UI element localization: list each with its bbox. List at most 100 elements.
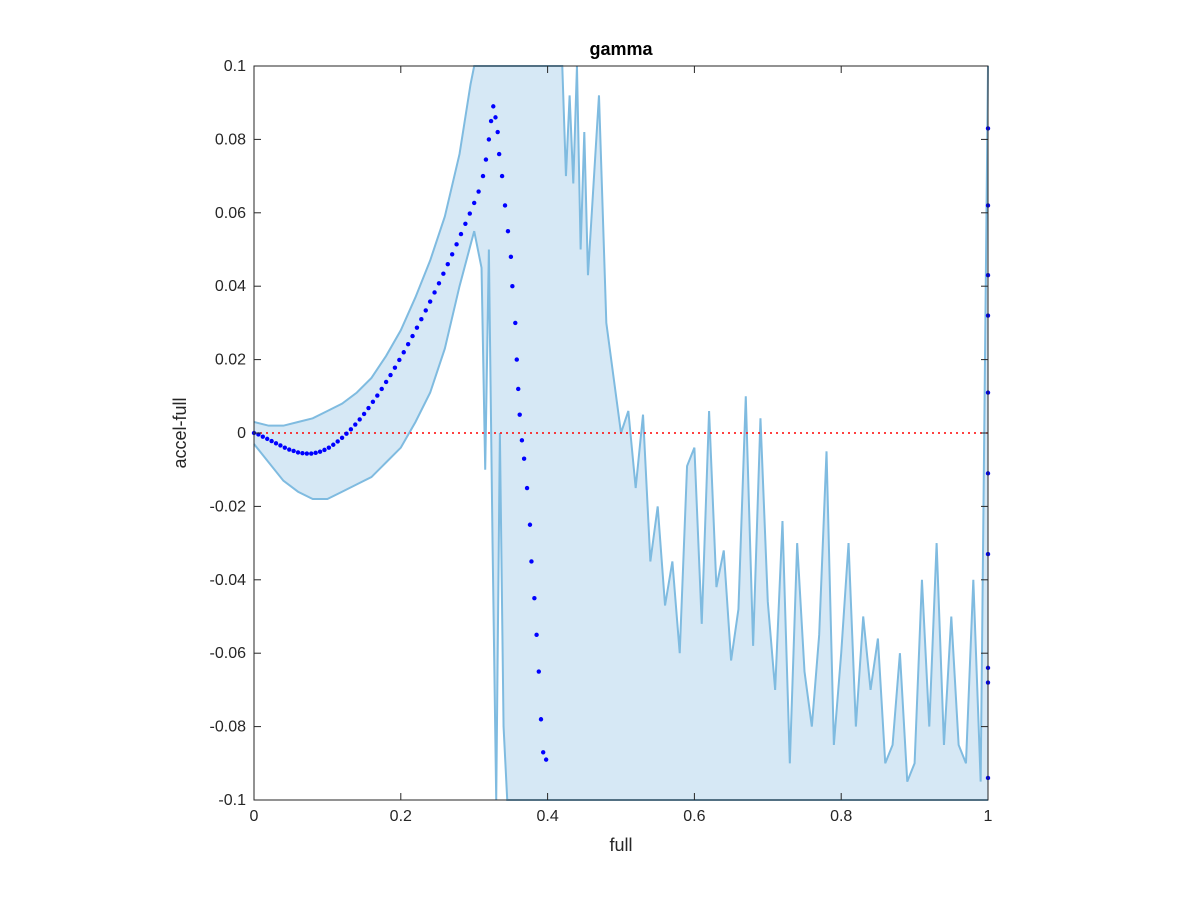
data-point (532, 595, 537, 601)
data-point (339, 435, 345, 440)
data-point (536, 669, 541, 674)
data-point (291, 448, 296, 454)
data-point (361, 411, 367, 417)
data-point (445, 261, 450, 267)
data-point (495, 129, 500, 135)
data-point (414, 325, 420, 330)
data-point (427, 299, 433, 304)
data-point (269, 438, 274, 444)
data-point (543, 757, 549, 762)
data-point (540, 750, 546, 755)
x-tick-label: 0.2 (390, 808, 412, 825)
data-point (331, 442, 336, 447)
y-tick-label: 0.08 (215, 131, 246, 148)
y-tick-label: 0.02 (215, 352, 246, 369)
data-point (353, 422, 358, 427)
y-tick-label: -0.06 (210, 645, 247, 662)
data-point (392, 365, 398, 370)
x-tick-label: 0.4 (536, 808, 558, 825)
data-point (441, 271, 446, 276)
data-point (265, 436, 270, 442)
data-point (313, 450, 318, 456)
data-point (476, 189, 481, 194)
data-point (432, 290, 437, 295)
data-point (534, 632, 539, 638)
data-point (309, 451, 314, 456)
y-tick-label: 0 (237, 425, 246, 442)
data-point (388, 372, 393, 378)
x-tick-label: 0 (250, 808, 259, 825)
x-tick-label: 0.6 (683, 808, 705, 825)
x-axis-label: full (609, 835, 632, 855)
data-point (397, 357, 402, 363)
data-point (282, 445, 288, 450)
data-point (538, 717, 544, 722)
data-point (463, 221, 468, 227)
data-point (278, 443, 283, 448)
data-point (527, 522, 533, 527)
data-point (454, 242, 459, 247)
x-axis: 0 0.2 0.4 0.6 0.8 1 (250, 66, 993, 825)
data-point (423, 308, 428, 313)
data-point (322, 447, 327, 453)
data-point (496, 151, 502, 157)
data-point (317, 449, 323, 454)
x-tick-label: 1 (984, 808, 993, 825)
data-point (295, 450, 301, 455)
band-upper-line (253, 65, 989, 783)
data-point (472, 200, 477, 206)
band-lower-line (253, 230, 988, 801)
data-point (300, 450, 305, 456)
data-point (517, 412, 522, 417)
data-point (344, 431, 349, 436)
y-tick-label: -0.1 (218, 792, 246, 809)
data-point (410, 333, 415, 339)
data-point (505, 228, 511, 234)
data-point (449, 252, 455, 257)
y-axis-label: accel-full (170, 397, 190, 468)
data-point (370, 399, 376, 405)
data-point (514, 357, 519, 362)
data-point (405, 341, 411, 347)
data-point (287, 447, 292, 452)
data-point (502, 203, 508, 208)
y-tick-label: -0.02 (210, 498, 247, 515)
data-point (513, 320, 518, 326)
data-point (493, 115, 498, 120)
data-point (486, 137, 492, 142)
data-point (516, 386, 521, 392)
data-point (357, 417, 362, 422)
chart-title: gamma (589, 39, 653, 59)
data-point (521, 456, 527, 461)
data-point (419, 317, 424, 322)
data-point (458, 231, 464, 237)
data-point (524, 485, 530, 491)
data-point (483, 157, 489, 162)
data-point (499, 173, 505, 179)
y-tick-label: -0.04 (210, 572, 247, 589)
y-tick-label: 0.1 (224, 58, 246, 75)
data-point (508, 254, 514, 260)
data-point (273, 441, 279, 446)
data-point (519, 438, 525, 443)
data-point (529, 559, 534, 564)
data-point (379, 386, 384, 392)
data-point (366, 405, 371, 411)
y-axis: -0.1 -0.08 -0.06 -0.04 -0.02 0 0.02 0.04 0.06 0.0… (210, 58, 988, 809)
data-point (375, 393, 380, 398)
y-tick-label: 0.06 (215, 205, 246, 222)
data-point (326, 445, 332, 450)
y-tick-label: -0.08 (210, 719, 247, 736)
data-point (488, 118, 494, 124)
data-point (467, 211, 472, 216)
data-point (480, 173, 486, 179)
data-point (491, 104, 496, 109)
x-tick-label: 0.8 (830, 808, 852, 825)
data-point (383, 379, 389, 385)
data-point (436, 281, 442, 286)
data-point (401, 350, 406, 355)
data-point (510, 284, 515, 289)
data-point (304, 451, 310, 456)
